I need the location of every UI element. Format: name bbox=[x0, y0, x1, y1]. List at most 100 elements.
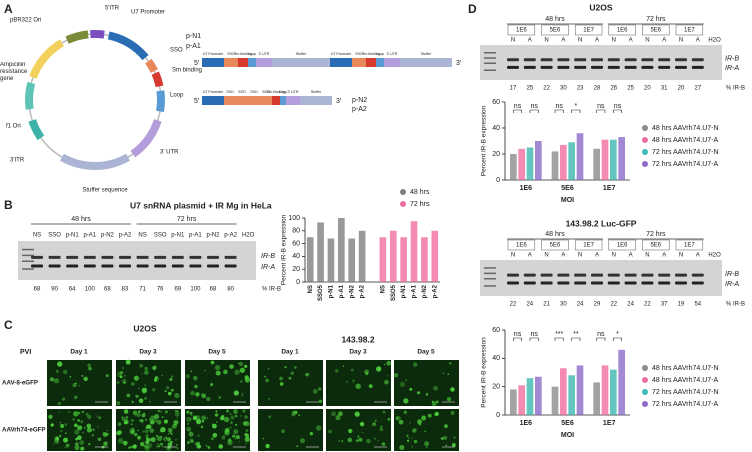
cell-signal bbox=[131, 400, 134, 403]
bar bbox=[327, 238, 335, 282]
cell-signal bbox=[117, 422, 122, 426]
lane-label: N bbox=[578, 253, 582, 259]
cell-signal bbox=[292, 410, 295, 413]
gel-band bbox=[691, 65, 704, 69]
cell-signal bbox=[233, 429, 239, 435]
lane-label: N bbox=[612, 38, 616, 44]
percent-value: 24 bbox=[577, 302, 584, 308]
y-tick-label: 60 bbox=[292, 240, 300, 247]
x-tick-label: SSO5 bbox=[318, 284, 324, 301]
cell-signal bbox=[186, 426, 192, 432]
cell-signal bbox=[160, 426, 166, 433]
bar bbox=[535, 376, 542, 415]
cell-signal bbox=[132, 428, 135, 430]
y-tick-label: 100 bbox=[288, 215, 300, 222]
cell-signal bbox=[233, 409, 238, 414]
bar bbox=[560, 368, 567, 415]
bar bbox=[568, 142, 575, 180]
cell-signal bbox=[352, 379, 356, 383]
cell-signal bbox=[309, 431, 314, 436]
cell-signal bbox=[288, 376, 292, 380]
legend-label: 48 hrs AAVrh74.U7-A bbox=[652, 377, 718, 384]
cell-signal bbox=[244, 436, 250, 442]
cell-signal bbox=[73, 411, 79, 417]
gel-band bbox=[641, 273, 654, 277]
segment-label: U7 Promoter bbox=[203, 90, 224, 94]
cell-signal bbox=[97, 437, 102, 442]
cell-signal bbox=[140, 419, 145, 424]
percent-value: 54 bbox=[694, 302, 701, 308]
gel-band bbox=[557, 281, 570, 285]
cell-signal bbox=[74, 429, 80, 435]
cell-signal bbox=[193, 418, 195, 421]
cell-signal bbox=[230, 415, 235, 420]
cell-signal bbox=[373, 437, 377, 440]
cell-signal bbox=[122, 440, 128, 446]
significance-bracket bbox=[513, 109, 522, 113]
panel-label: B bbox=[4, 198, 13, 212]
gel-band bbox=[658, 58, 671, 62]
cell-signal bbox=[241, 392, 244, 395]
lane-label: N bbox=[612, 253, 616, 259]
bar bbox=[601, 139, 609, 180]
lane-label: N bbox=[511, 38, 515, 44]
lane-label: NS bbox=[138, 233, 146, 239]
cell-signal bbox=[279, 376, 283, 381]
cell-signal bbox=[121, 416, 127, 422]
cell-signal bbox=[186, 416, 192, 423]
cell-signal bbox=[86, 427, 92, 433]
cell-signal bbox=[133, 375, 139, 381]
cell-signal bbox=[234, 414, 238, 418]
cell-signal bbox=[167, 427, 173, 433]
cell-signal bbox=[103, 441, 108, 446]
lane-label: A bbox=[528, 38, 532, 44]
cell-signal bbox=[175, 443, 179, 447]
gel-band bbox=[523, 281, 536, 285]
gel-band bbox=[641, 281, 654, 285]
significance-bracket bbox=[596, 109, 606, 113]
cell-signal bbox=[149, 400, 152, 403]
cell-signal bbox=[158, 445, 161, 448]
cell-signal bbox=[150, 436, 156, 443]
cell-signal bbox=[130, 423, 133, 426]
cell-signal bbox=[155, 376, 158, 379]
cell-signal bbox=[409, 387, 413, 391]
cell-signal bbox=[50, 423, 54, 427]
gel-band bbox=[574, 281, 587, 285]
ladder-band bbox=[22, 268, 34, 270]
cell-signal bbox=[62, 369, 68, 375]
plasmid-feature bbox=[25, 81, 36, 110]
cell-signal bbox=[244, 415, 248, 419]
significance-label: ns bbox=[597, 331, 605, 338]
construct-name: p-A1 bbox=[186, 43, 201, 50]
cell-signal bbox=[293, 366, 297, 369]
lane-label: N bbox=[578, 38, 582, 44]
construct-segment bbox=[202, 58, 224, 67]
percent-value: 20 bbox=[678, 86, 685, 92]
significance-label: ns bbox=[530, 331, 538, 338]
cell-signal bbox=[162, 445, 164, 448]
construct-segment bbox=[352, 58, 366, 67]
percent-value: 21 bbox=[543, 302, 550, 308]
cell-signal bbox=[146, 442, 153, 449]
lane-label: N bbox=[679, 253, 683, 259]
micrograph bbox=[258, 409, 323, 451]
significance-bracket bbox=[596, 337, 606, 341]
bar bbox=[379, 237, 387, 282]
strand-end: 3' bbox=[336, 98, 341, 105]
day-label: Day 5 bbox=[208, 349, 226, 356]
cell-signal bbox=[238, 440, 241, 443]
cell-signal bbox=[143, 445, 146, 447]
cell-signal bbox=[195, 392, 200, 397]
cell-signal bbox=[447, 373, 450, 375]
cell-signal bbox=[80, 420, 84, 423]
cell-signal bbox=[161, 416, 164, 418]
cell-signal bbox=[138, 387, 140, 390]
percent-value: 27 bbox=[694, 86, 701, 92]
cell-signal bbox=[124, 420, 129, 425]
plasmid-feature bbox=[60, 153, 130, 170]
cell-signal bbox=[190, 414, 193, 417]
cell-signal bbox=[137, 429, 139, 432]
percent-value: 83 bbox=[122, 287, 129, 293]
bar bbox=[317, 222, 324, 282]
